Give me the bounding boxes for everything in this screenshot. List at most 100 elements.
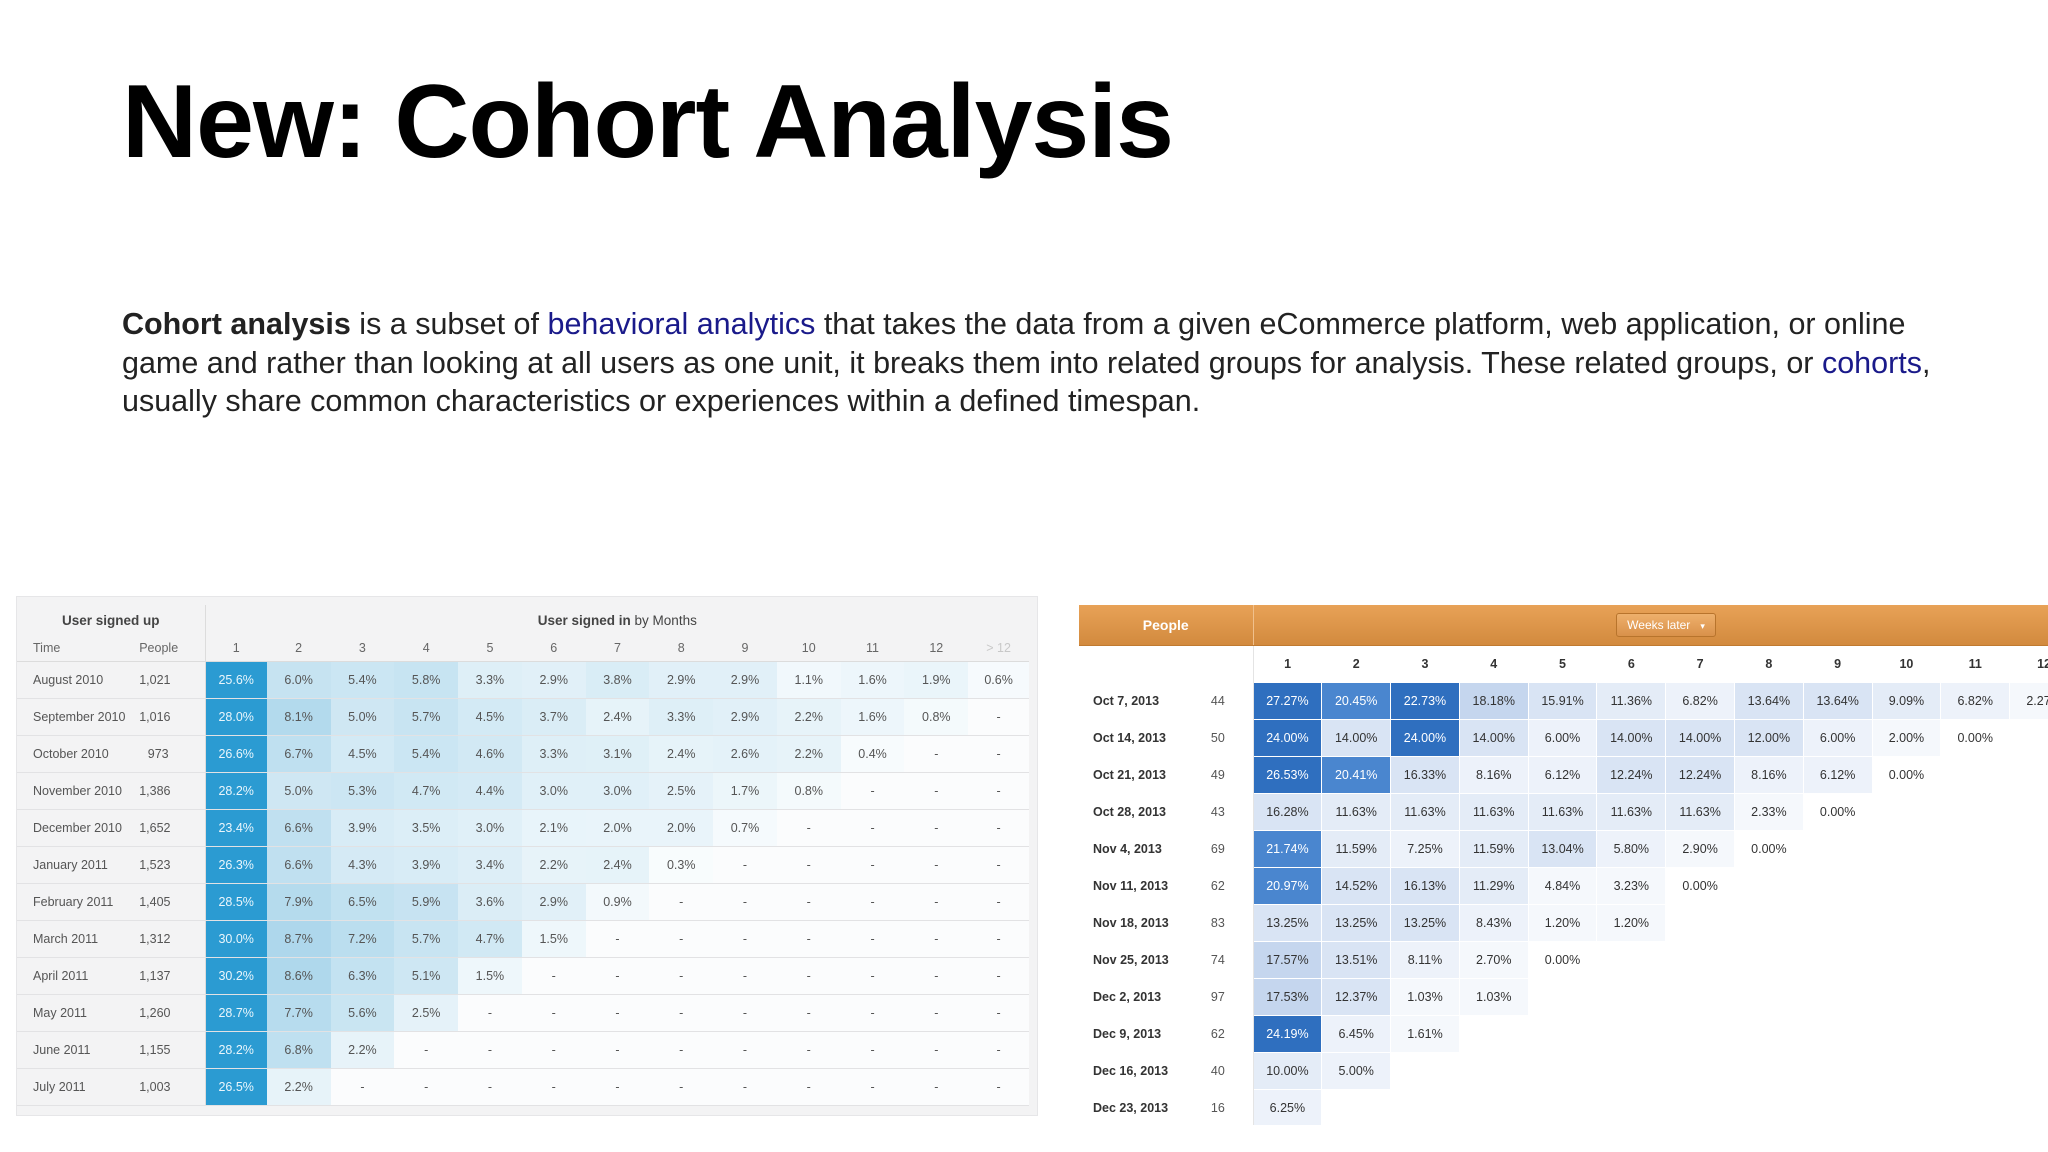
retention-cell: 6.82% <box>1940 682 2011 720</box>
retention-cell: 6.12% <box>1527 756 1598 794</box>
cohort-label: January 2011 <box>17 846 140 884</box>
retention-cell: 5.80% <box>1596 830 1667 868</box>
retention-cell: - <box>394 1068 459 1106</box>
month-column-header: 11 <box>840 635 905 662</box>
behavioral-analytics-link[interactable]: behavioral analytics <box>547 307 816 341</box>
retention-cell: 3.3% <box>649 698 714 736</box>
cohort-people: 1,003 <box>139 1068 206 1106</box>
retention-cell: 3.0% <box>521 772 586 810</box>
retention-cell: 13.51% <box>1321 941 1392 979</box>
retention-cell: 6.00% <box>1802 719 1873 757</box>
retention-cell: 2.90% <box>1665 830 1735 868</box>
retention-cell: 16.33% <box>1390 756 1460 794</box>
month-column-header: 9 <box>713 635 777 662</box>
retention-cell: - <box>713 846 777 884</box>
retention-cell: - <box>968 994 1029 1032</box>
retention-cell: - <box>585 1068 650 1106</box>
retention-cell: 23.4% <box>204 809 267 847</box>
retention-cell: - <box>649 920 714 958</box>
intro-paragraph: Cohort analysis is a subset of behaviora… <box>122 305 1942 421</box>
retention-cell: - <box>521 957 586 995</box>
cohort-label: March 2011 <box>17 920 140 958</box>
retention-cell: - <box>840 920 905 958</box>
empty-cell <box>1665 978 1735 1016</box>
retention-cell: 2.0% <box>649 809 714 847</box>
retention-cell: - <box>776 957 841 995</box>
retention-cell: 1.6% <box>840 698 905 736</box>
cohort-people: 83 <box>1183 904 1254 942</box>
empty-cell <box>1458 1015 1529 1053</box>
cohort-people: 1,155 <box>139 1031 206 1069</box>
month-column-header: 8 <box>649 635 714 662</box>
retention-cell: 0.00% <box>1871 756 1942 794</box>
retention-cell: 3.9% <box>330 809 395 847</box>
retention-cell: - <box>713 994 777 1032</box>
retention-cell: - <box>649 883 714 921</box>
empty-cell <box>1665 1052 1735 1090</box>
retention-cell: 6.82% <box>1665 682 1735 720</box>
empty-cell <box>1527 1089 1598 1125</box>
table-row: Nov 25, 2013 74 17.57% 13.51% 8.11% 2.70% 0.00… <box>1079 941 2048 979</box>
retention-cell: 6.8% <box>266 1031 331 1069</box>
empty-cell <box>1596 1015 1667 1053</box>
retention-cell: - <box>840 957 905 995</box>
retention-cell: - <box>776 1031 841 1069</box>
cohort-label: Dec 9, 2013 <box>1093 1027 1162 1041</box>
retention-cell: - <box>904 735 969 773</box>
retention-cell: - <box>904 957 969 995</box>
table-row: Dec 9, 2013 62 24.19% 6.45% 1.61% <box>1079 1015 2048 1053</box>
retention-cell: 2.2% <box>521 846 586 884</box>
retention-cell: 8.16% <box>1458 756 1529 794</box>
people-column-header: People <box>139 635 206 662</box>
retention-cell: 5.8% <box>394 661 459 699</box>
retention-cell: 13.25% <box>1321 904 1392 942</box>
empty-cell <box>2009 867 2048 905</box>
retention-cell: 11.63% <box>1665 793 1735 831</box>
retention-cell: 2.5% <box>394 994 459 1032</box>
retention-cell: 11.63% <box>1458 793 1529 831</box>
table-row: September 2010 1,016 28.0% 8.1% 5.0% 5.7% 4.5%… <box>17 698 1029 736</box>
retention-cell: 18.18% <box>1458 682 1529 720</box>
retention-cell: 13.25% <box>1252 904 1323 942</box>
cohorts-link[interactable]: cohorts <box>1821 345 1922 380</box>
retention-cell: 11.29% <box>1458 867 1529 905</box>
retention-cell: 2.9% <box>649 661 714 699</box>
retention-cell: 6.12% <box>1802 756 1873 794</box>
cohort-people: 40 <box>1183 1052 1254 1090</box>
retention-cell: 1.6% <box>840 661 905 699</box>
retention-cell: 28.5% <box>204 883 267 921</box>
retention-cell: 7.9% <box>266 883 331 921</box>
cohort-people: 1,405 <box>139 883 206 921</box>
retention-cell: - <box>904 846 969 884</box>
week-column-header: 7 <box>1696 657 1704 671</box>
retention-cell: 15.91% <box>1527 682 1598 720</box>
retention-cell: 3.7% <box>521 698 586 736</box>
cohort-label: Nov 18, 2013 <box>1093 916 1169 930</box>
retention-cell: 6.00% <box>1527 719 1598 757</box>
empty-cell <box>2009 830 2048 868</box>
retention-cell: 8.6% <box>266 957 331 995</box>
cohort-people: 49 <box>1183 756 1254 794</box>
retention-cell: 28.2% <box>204 1031 267 1069</box>
cohort-label: November 2010 <box>17 772 140 810</box>
retention-cell: 2.2% <box>330 1031 395 1069</box>
table-row: November 2010 1,386 28.2% 5.0% 5.3% 4.7% 4.4% 3… <box>17 772 1029 810</box>
weeks-later-dropdown[interactable]: Weeks later ▾ <box>1616 613 1716 637</box>
month-column-header: 10 <box>776 635 841 662</box>
retention-cell: - <box>713 957 777 995</box>
retention-cell: 5.9% <box>394 883 459 921</box>
retention-cell: 12.00% <box>1733 719 1804 757</box>
retention-cell: 22.73% <box>1390 682 1460 720</box>
cohort-label: June 2011 <box>17 1031 140 1069</box>
retention-cell: - <box>968 957 1029 995</box>
retention-cell: 10.00% <box>1252 1052 1323 1090</box>
retention-cell: 2.00% <box>1871 719 1942 757</box>
retention-cell: 1.5% <box>521 920 586 958</box>
empty-cell <box>1802 867 1873 905</box>
empty-cell <box>1733 978 1804 1016</box>
retention-cell: - <box>968 809 1029 847</box>
retention-cell: 11.59% <box>1458 830 1529 868</box>
retention-cell: 2.5% <box>649 772 714 810</box>
retention-cell: 4.5% <box>458 698 522 736</box>
cohort-label: Oct 21, 2013 <box>1093 768 1166 782</box>
